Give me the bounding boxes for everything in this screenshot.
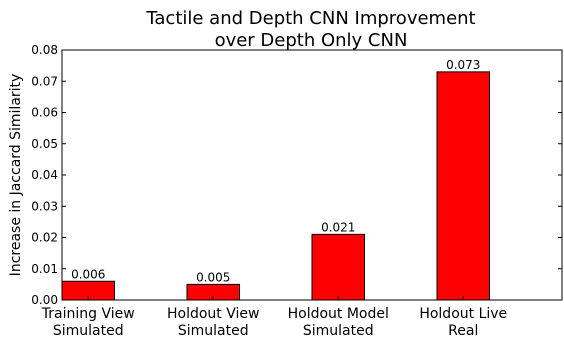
y-tick-label: 0.00 — [31, 293, 58, 307]
y-axis-label: Increase in Jaccard Similarity — [8, 74, 24, 277]
bar — [436, 71, 490, 301]
y-tick-label: 0.04 — [31, 168, 58, 182]
bar-value-label: 0.073 — [446, 58, 480, 72]
y-tick-label: 0.05 — [31, 137, 58, 151]
y-ticks-layer: 0.00 0.01 0.02 0.03 0.04 0.05 0.06 0.07 0.08 — [31, 43, 562, 307]
chart-title-line-1: Tactile and Depth CNN Improvement — [145, 8, 475, 29]
x-tick-label: Holdout Model — [288, 306, 389, 322]
x-tick-label: Real — [448, 323, 478, 337]
x-tick-label: Simulated — [303, 323, 374, 337]
chart-title: Tactile and Depth CNN Improvement over D… — [145, 8, 475, 51]
x-tick-label: Holdout View — [167, 306, 259, 322]
x-tick-label: Holdout Live — [419, 306, 507, 322]
bar-value-label: 0.021 — [321, 220, 355, 234]
y-tick-label: 0.01 — [31, 262, 58, 276]
y-tick-label: 0.07 — [31, 74, 58, 88]
bar-value-label: 0.006 — [71, 267, 105, 281]
plot-frame — [61, 49, 563, 301]
bar-value-label: 0.005 — [196, 270, 230, 284]
x-tick-label: Simulated — [178, 323, 249, 337]
x-tick-label: Training View — [41, 306, 135, 322]
x-tick-label: Simulated — [53, 323, 124, 337]
y-tick-label: 0.08 — [31, 43, 58, 57]
y-tick-label: 0.03 — [31, 199, 58, 213]
bar — [311, 233, 365, 301]
y-tick-label: 0.06 — [31, 106, 58, 120]
y-tick-label: 0.02 — [31, 231, 58, 245]
chart-title-line-2: over Depth Only CNN — [215, 30, 408, 51]
bars-layer: 0.006 0.005 0.021 0.073 — [61, 58, 490, 301]
